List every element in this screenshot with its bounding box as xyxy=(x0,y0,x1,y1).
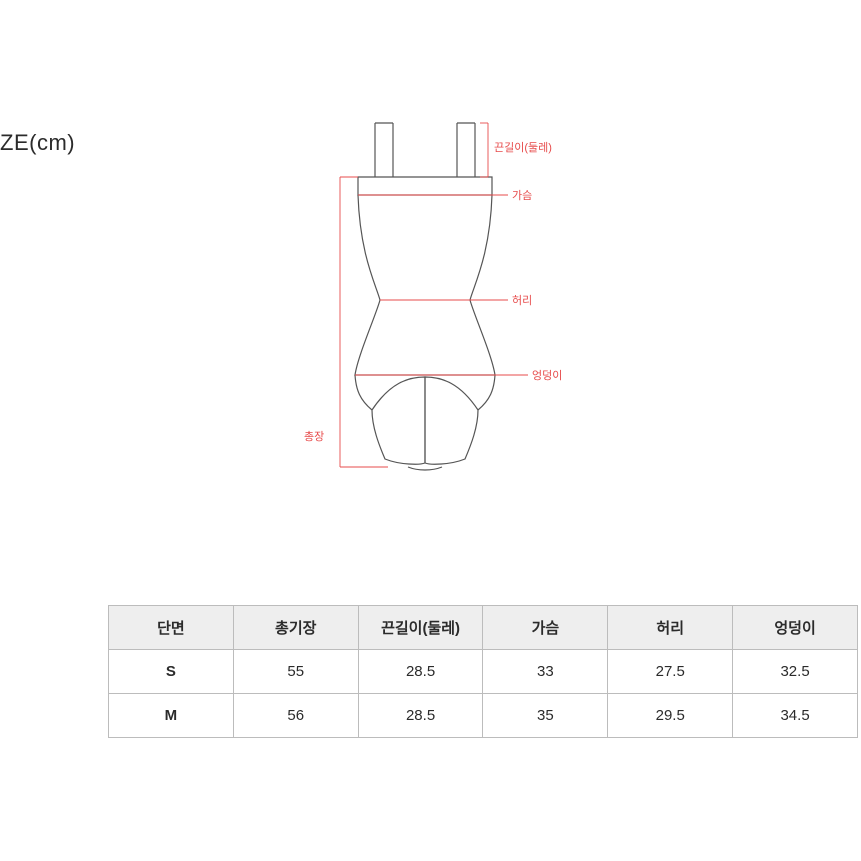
col-header: 엉덩이 xyxy=(733,606,858,650)
cell: 29.5 xyxy=(608,694,733,738)
label-strap: 끈길이(둘레) xyxy=(494,141,552,154)
label-length: 총장 xyxy=(304,430,324,443)
cell-size: S xyxy=(109,650,234,694)
col-header: 허리 xyxy=(608,606,733,650)
cell: 28.5 xyxy=(358,650,483,694)
cell: 33 xyxy=(483,650,608,694)
table-row: M 56 28.5 35 29.5 34.5 xyxy=(109,694,858,738)
size-table-wrap: 단면 총기장 끈길이(둘레) 가슴 허리 엉덩이 S 55 28.5 33 27… xyxy=(108,605,858,738)
size-chart-page: ZE(cm) xyxy=(0,0,861,861)
label-waist: 허리 xyxy=(512,294,532,307)
garment-diagram: 끈길이(둘레) 가슴 허리 엉덩이 총장 xyxy=(280,115,610,515)
size-table: 단면 총기장 끈길이(둘레) 가슴 허리 엉덩이 S 55 28.5 33 27… xyxy=(108,605,858,738)
table-header-row: 단면 총기장 끈길이(둘레) 가슴 허리 엉덩이 xyxy=(109,606,858,650)
measurement-labels: 끈길이(둘레) 가슴 허리 엉덩이 총장 xyxy=(304,141,562,443)
label-chest: 가슴 xyxy=(512,189,532,202)
cell: 55 xyxy=(233,650,358,694)
cell: 34.5 xyxy=(733,694,858,738)
page-title: ZE(cm) xyxy=(0,130,75,156)
measurement-lines xyxy=(340,123,528,467)
cell-size: M xyxy=(109,694,234,738)
cell: 28.5 xyxy=(358,694,483,738)
cell: 35 xyxy=(483,694,608,738)
table-row: S 55 28.5 33 27.5 32.5 xyxy=(109,650,858,694)
label-hip: 엉덩이 xyxy=(532,369,562,382)
cell: 32.5 xyxy=(733,650,858,694)
col-header: 단면 xyxy=(109,606,234,650)
col-header: 끈길이(둘레) xyxy=(358,606,483,650)
garment-outline xyxy=(355,123,495,470)
col-header: 총기장 xyxy=(233,606,358,650)
cell: 56 xyxy=(233,694,358,738)
cell: 27.5 xyxy=(608,650,733,694)
col-header: 가슴 xyxy=(483,606,608,650)
